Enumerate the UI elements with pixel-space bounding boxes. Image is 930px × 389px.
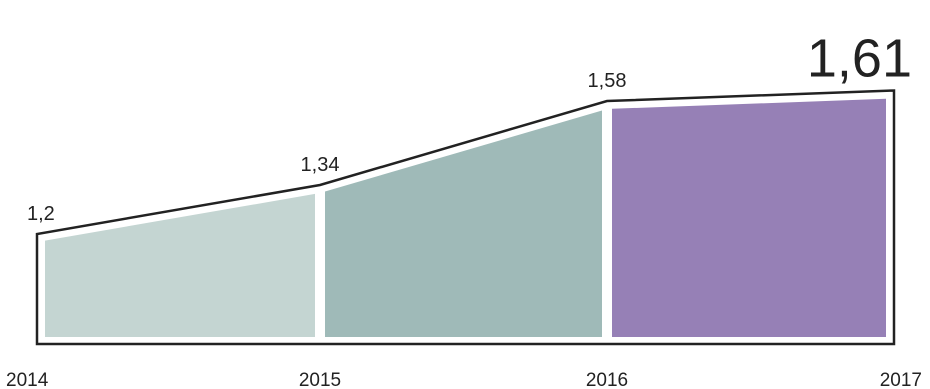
area-segment: [325, 110, 602, 337]
value-label: 1,2: [27, 203, 55, 225]
x-tick-label: 2017: [880, 370, 922, 389]
value-label: 1,34: [301, 154, 340, 176]
x-tick-label: 2015: [299, 370, 341, 389]
value-labels: 1,2 1,34 1,58 1,61: [27, 29, 912, 226]
area-segments: [45, 98, 886, 337]
area-segment: [612, 98, 886, 337]
value-label-highlight: 1,61: [807, 29, 912, 89]
x-tick-label: 2016: [586, 370, 628, 389]
x-tick-label: 2014: [6, 370, 49, 389]
x-axis-ticks: 2014 2015 2016 2017: [6, 370, 922, 389]
area-segment: [45, 193, 315, 337]
value-label: 1,58: [588, 70, 627, 92]
area-outline: [35, 89, 896, 346]
